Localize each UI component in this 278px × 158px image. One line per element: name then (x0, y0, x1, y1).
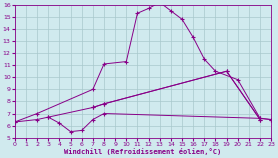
X-axis label: Windchill (Refroidissement éolien,°C): Windchill (Refroidissement éolien,°C) (64, 148, 222, 155)
